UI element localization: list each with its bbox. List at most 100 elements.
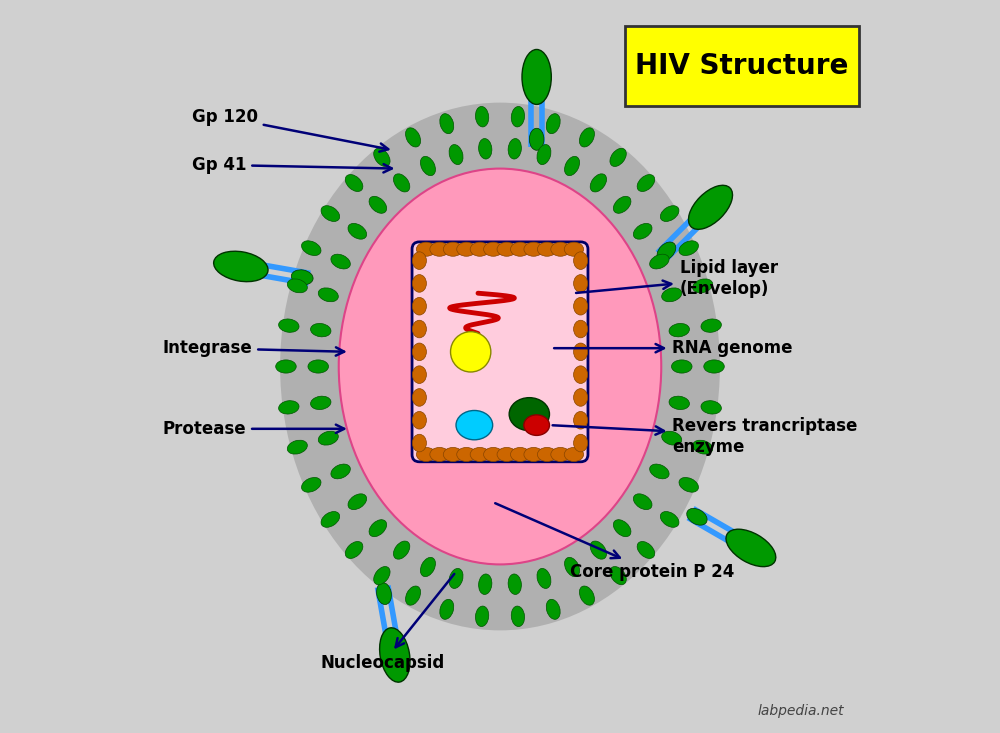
Ellipse shape xyxy=(637,174,655,191)
Ellipse shape xyxy=(662,288,682,302)
Ellipse shape xyxy=(440,600,454,619)
Ellipse shape xyxy=(430,242,449,257)
Ellipse shape xyxy=(302,477,321,492)
Ellipse shape xyxy=(380,627,410,682)
Ellipse shape xyxy=(679,477,698,492)
Ellipse shape xyxy=(457,447,476,462)
Ellipse shape xyxy=(590,174,607,192)
Ellipse shape xyxy=(412,343,426,361)
Ellipse shape xyxy=(412,388,426,406)
Ellipse shape xyxy=(302,241,321,256)
Ellipse shape xyxy=(412,252,426,270)
Ellipse shape xyxy=(551,242,570,257)
Ellipse shape xyxy=(579,128,594,147)
Ellipse shape xyxy=(574,275,588,292)
Ellipse shape xyxy=(321,512,340,527)
Ellipse shape xyxy=(511,106,525,127)
Ellipse shape xyxy=(704,360,724,373)
Ellipse shape xyxy=(369,520,387,537)
Ellipse shape xyxy=(564,242,584,257)
Ellipse shape xyxy=(416,447,436,462)
Ellipse shape xyxy=(311,323,331,337)
Ellipse shape xyxy=(475,606,489,627)
Ellipse shape xyxy=(574,252,588,270)
Ellipse shape xyxy=(456,410,493,440)
Ellipse shape xyxy=(529,128,544,150)
Ellipse shape xyxy=(331,464,350,479)
Ellipse shape xyxy=(412,411,426,429)
Ellipse shape xyxy=(701,319,721,332)
Ellipse shape xyxy=(369,196,387,213)
Ellipse shape xyxy=(484,447,503,462)
Ellipse shape xyxy=(287,279,307,292)
Ellipse shape xyxy=(412,434,426,452)
Text: RNA genome: RNA genome xyxy=(554,339,793,357)
Ellipse shape xyxy=(613,196,631,213)
Ellipse shape xyxy=(406,128,421,147)
Text: Protease: Protease xyxy=(163,420,344,438)
Ellipse shape xyxy=(511,606,525,627)
Ellipse shape xyxy=(470,242,490,257)
Ellipse shape xyxy=(279,401,299,414)
Ellipse shape xyxy=(613,520,631,537)
Ellipse shape xyxy=(669,396,689,410)
Ellipse shape xyxy=(479,139,492,159)
Ellipse shape xyxy=(633,494,652,509)
Ellipse shape xyxy=(377,583,391,605)
Ellipse shape xyxy=(610,567,626,585)
Ellipse shape xyxy=(457,242,476,257)
Ellipse shape xyxy=(687,509,707,525)
Ellipse shape xyxy=(660,206,679,221)
Ellipse shape xyxy=(637,542,655,559)
Ellipse shape xyxy=(348,494,367,509)
Ellipse shape xyxy=(276,360,296,373)
Ellipse shape xyxy=(280,103,720,630)
Ellipse shape xyxy=(345,174,363,191)
Ellipse shape xyxy=(479,574,492,594)
Ellipse shape xyxy=(497,447,516,462)
Ellipse shape xyxy=(374,567,390,585)
Ellipse shape xyxy=(509,397,549,430)
Ellipse shape xyxy=(510,447,530,462)
Ellipse shape xyxy=(662,431,682,445)
Text: Revers trancriptase
enzyme: Revers trancriptase enzyme xyxy=(553,417,858,455)
Ellipse shape xyxy=(610,148,626,166)
Ellipse shape xyxy=(660,512,679,527)
Text: Gp 41: Gp 41 xyxy=(192,156,392,174)
Ellipse shape xyxy=(508,139,521,159)
Ellipse shape xyxy=(348,224,367,239)
Ellipse shape xyxy=(393,174,410,192)
Ellipse shape xyxy=(688,185,733,229)
Ellipse shape xyxy=(537,144,551,165)
Ellipse shape xyxy=(574,320,588,338)
Ellipse shape xyxy=(470,447,490,462)
Ellipse shape xyxy=(374,148,390,166)
Ellipse shape xyxy=(524,242,543,257)
Ellipse shape xyxy=(590,541,607,559)
Ellipse shape xyxy=(579,586,594,605)
Text: Core protein P 24: Core protein P 24 xyxy=(495,504,734,581)
Ellipse shape xyxy=(633,224,652,239)
Ellipse shape xyxy=(574,411,588,429)
Ellipse shape xyxy=(565,557,580,577)
Ellipse shape xyxy=(524,415,549,435)
Ellipse shape xyxy=(331,254,350,269)
Ellipse shape xyxy=(524,447,543,462)
Ellipse shape xyxy=(443,447,463,462)
Ellipse shape xyxy=(551,447,570,462)
Text: labpedia.net: labpedia.net xyxy=(758,704,845,718)
Ellipse shape xyxy=(443,242,463,257)
Ellipse shape xyxy=(318,431,338,445)
Ellipse shape xyxy=(537,447,557,462)
Ellipse shape xyxy=(345,542,363,559)
Ellipse shape xyxy=(679,241,698,256)
Ellipse shape xyxy=(475,106,489,127)
Ellipse shape xyxy=(440,114,454,133)
Ellipse shape xyxy=(416,242,436,257)
Ellipse shape xyxy=(574,298,588,315)
Ellipse shape xyxy=(339,169,661,564)
Ellipse shape xyxy=(574,343,588,361)
Ellipse shape xyxy=(574,434,588,452)
Text: Integrase: Integrase xyxy=(163,339,344,357)
Text: Nucleocapsid: Nucleocapsid xyxy=(321,574,454,672)
